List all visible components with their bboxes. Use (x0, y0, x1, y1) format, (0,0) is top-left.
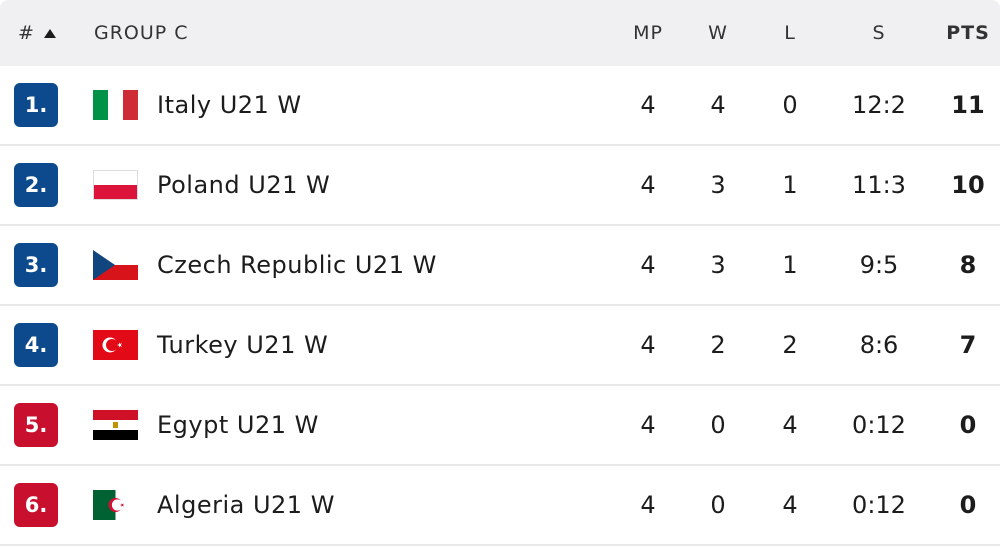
pts-cell: 11 (951, 91, 985, 119)
w-cell: 0 (710, 411, 726, 439)
team-name[interactable]: Italy U21 W (157, 91, 302, 119)
rank-badge: 5. (14, 403, 58, 447)
pts-cell: 8 (959, 251, 977, 279)
rank-badge: 4. (14, 323, 58, 367)
team-name[interactable]: Algeria U21 W (157, 491, 335, 519)
rank-badge: 1. (14, 83, 58, 127)
team-name[interactable]: Turkey U21 W (157, 331, 329, 359)
header-row: # GROUP C MP W L S PTS (0, 0, 1000, 66)
flag (93, 410, 138, 440)
pts-header[interactable]: PTS (946, 22, 990, 44)
team-name[interactable]: Czech Republic U21 W (157, 251, 437, 279)
rank-header[interactable]: # (18, 0, 57, 66)
rank-badge: 6. (14, 483, 58, 527)
pts-cell: 0 (959, 411, 977, 439)
flag (93, 90, 138, 120)
pts-cell: 0 (959, 491, 977, 519)
l-cell: 1 (782, 171, 798, 199)
team-row[interactable]: 6. Algeria U21 W 4 0 4 0:12 0 (0, 466, 1000, 546)
l-cell: 4 (782, 491, 798, 519)
w-cell: 2 (710, 331, 726, 359)
l-header[interactable]: L (784, 22, 796, 44)
s-cell: 9:5 (859, 251, 899, 279)
s-cell: 12:2 (852, 91, 906, 119)
w-cell: 3 (710, 251, 726, 279)
rank-header-text: # (18, 22, 35, 44)
l-cell: 4 (782, 411, 798, 439)
mp-cell: 4 (640, 251, 656, 279)
l-cell: 2 (782, 331, 798, 359)
mp-header[interactable]: MP (633, 22, 663, 44)
mp-cell: 4 (640, 331, 656, 359)
w-cell: 3 (710, 171, 726, 199)
s-cell: 11:3 (852, 171, 906, 199)
team-row[interactable]: 4. Turkey U21 W 4 2 2 8:6 7 (0, 306, 1000, 386)
s-header[interactable]: S (872, 22, 886, 44)
s-cell: 8:6 (859, 331, 899, 359)
l-cell: 0 (782, 91, 798, 119)
w-header[interactable]: W (708, 22, 728, 44)
mp-cell: 4 (640, 171, 656, 199)
group-header: GROUP C (94, 22, 189, 44)
team-name[interactable]: Poland U21 W (157, 171, 331, 199)
team-row[interactable]: 1. Italy U21 W 4 4 0 12:2 11 (0, 66, 1000, 146)
team-row[interactable]: 2. Poland U21 W 4 3 1 11:3 10 (0, 146, 1000, 226)
team-row[interactable]: 5. Egypt U21 W 4 0 4 0:12 0 (0, 386, 1000, 466)
pts-cell: 10 (951, 171, 985, 199)
l-cell: 1 (782, 251, 798, 279)
sort-arrow (43, 29, 56, 38)
team-name[interactable]: Egypt U21 W (157, 411, 319, 439)
flag (93, 330, 138, 360)
team-row[interactable]: 3. Czech Republic U21 W 4 3 1 9:5 8 (0, 226, 1000, 306)
s-cell: 0:12 (852, 411, 906, 439)
s-cell: 0:12 (852, 491, 906, 519)
w-cell: 4 (710, 91, 726, 119)
flag (93, 250, 138, 280)
flag (93, 490, 138, 520)
rank-badge: 2. (14, 163, 58, 207)
pts-cell: 7 (959, 331, 977, 359)
mp-cell: 4 (640, 411, 656, 439)
rank-badge: 3. (14, 243, 58, 287)
flag (93, 170, 138, 200)
mp-cell: 4 (640, 491, 656, 519)
mp-cell: 4 (640, 91, 656, 119)
w-cell: 0 (710, 491, 726, 519)
